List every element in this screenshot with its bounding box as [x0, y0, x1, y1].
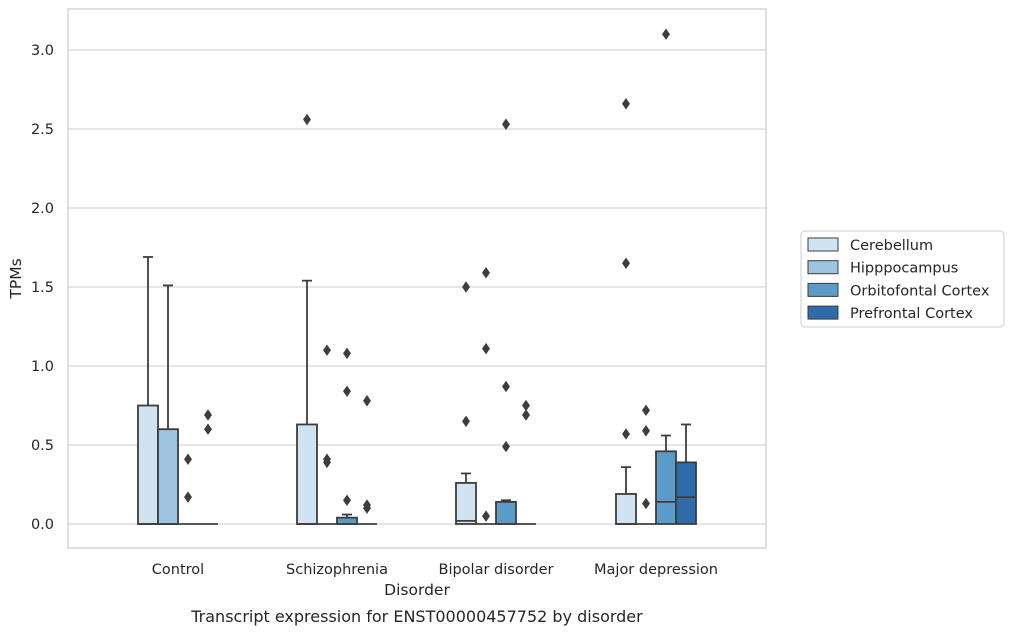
grid-layer [68, 49, 766, 525]
x-tick-label: Bipolar disorder [439, 562, 554, 578]
box-1-0 [157, 284, 179, 525]
outlier-point [204, 423, 212, 435]
y-tick-labels: 0.0 0.5 1.0 1.5 2.0 2.5 3.0 [31, 43, 54, 533]
outlier-point [184, 491, 192, 503]
outlier-point [482, 510, 490, 522]
y-tick-label: 0.0 [31, 517, 54, 533]
box-0-3 [615, 466, 637, 525]
box-2-3 [655, 434, 677, 525]
outlier-point [622, 257, 630, 270]
box-0-1 [296, 279, 318, 525]
box-0-2 [455, 472, 477, 525]
outlier-point [482, 342, 490, 355]
outlier-point [622, 428, 630, 440]
legend-swatch [807, 282, 839, 297]
outlier-point [323, 453, 331, 465]
x-tick-labels: Control Schizophrenia Bipolar disorder Majo… [152, 562, 718, 578]
box-body [157, 428, 179, 525]
outlier-point [522, 409, 530, 421]
legend: Cerebellum Hipppocampus Orbitofontal Corte… [800, 230, 1005, 328]
legend-label: Orbitofontal Cortex [850, 283, 990, 299]
outlier-point [303, 113, 311, 126]
outlier-point [502, 380, 510, 393]
y-tick-label: 1.0 [31, 359, 54, 375]
outliers-layer [184, 28, 670, 522]
outlier-point [204, 409, 212, 421]
box-body [336, 516, 358, 525]
box-body [675, 461, 697, 525]
legend-swatch [807, 237, 839, 252]
box-3-3 [675, 423, 697, 525]
outlier-point [343, 494, 351, 507]
outlier-point [323, 344, 331, 356]
y-tick-label: 2.5 [31, 122, 54, 138]
outlier-point [462, 415, 470, 428]
outlier-point [642, 425, 650, 437]
y-tick-label: 0.5 [31, 438, 54, 454]
outlier-point [502, 440, 510, 453]
y-axis-title: TPMs [7, 258, 25, 299]
outlier-point [363, 499, 371, 511]
legend-swatch [807, 305, 839, 320]
x-tick-label: Control [152, 562, 204, 578]
box-0-0 [137, 256, 159, 525]
outlier-point [462, 281, 470, 293]
x-axis-title: Disorder [384, 581, 450, 599]
box-body [137, 404, 159, 525]
outlier-point [522, 399, 530, 412]
outlier-point [502, 118, 510, 130]
box-body [296, 423, 318, 525]
plot-frame [67, 8, 767, 549]
outlier-point [622, 97, 630, 110]
outlier-point [343, 347, 351, 360]
box-body [615, 493, 637, 525]
outlier-point [482, 267, 490, 279]
outlier-point [662, 28, 670, 40]
legend-swatch [807, 260, 839, 275]
outlier-point [642, 404, 650, 416]
y-tick-label: 2.0 [31, 201, 54, 217]
outlier-point [184, 453, 192, 465]
y-tick-label: 1.5 [31, 280, 54, 296]
legend-label: Hipppocampus [850, 261, 958, 277]
box-body [655, 450, 677, 525]
boxes-layer [137, 256, 697, 525]
legend-label: Prefrontal Cortex [850, 306, 973, 322]
box-2-2 [495, 499, 517, 525]
x-tick-label: Major depression [594, 562, 718, 578]
x-tick-label: Schizophrenia [286, 562, 388, 578]
box-body [495, 500, 517, 525]
outlier-point [363, 395, 371, 407]
y-tick-label: 3.0 [31, 43, 54, 59]
chart-caption: Transcript expression for ENST0000045775… [190, 607, 643, 626]
legend-label: Cerebellum [850, 238, 933, 254]
box-body [455, 482, 477, 525]
outlier-point [642, 497, 650, 510]
box-2-1 [336, 513, 358, 525]
outlier-point [343, 385, 351, 398]
legend-frame [800, 230, 1005, 328]
